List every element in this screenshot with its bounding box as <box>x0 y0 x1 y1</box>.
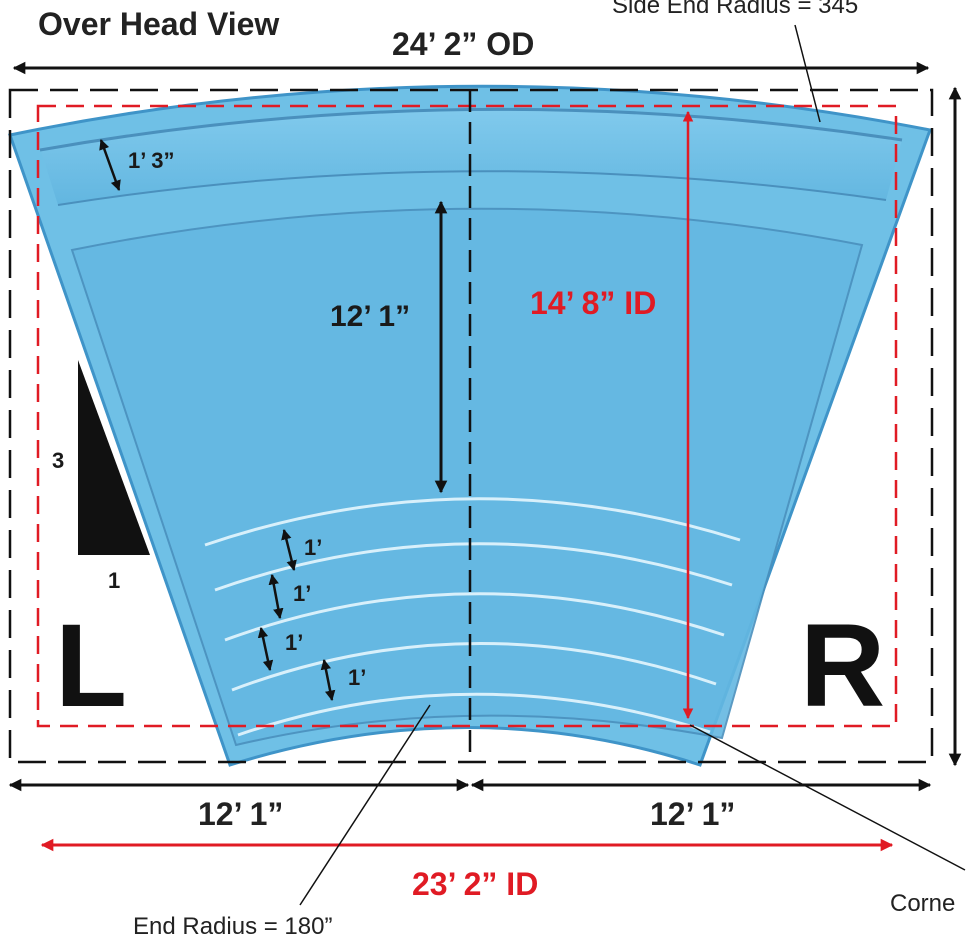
step-label-1: 1’ <box>304 535 323 560</box>
end-radius-label: End Radius = 180” <box>133 913 333 940</box>
corner-leader <box>689 724 966 871</box>
bench-width-label: 1’ 3” <box>128 148 175 173</box>
left-side-letter: L <box>55 600 128 732</box>
inner-dashed-box <box>36 104 898 728</box>
deep-section-edge <box>70 207 864 747</box>
inner-length-label: 14’ 8” ID <box>530 285 657 321</box>
step-label-2: 1’ <box>293 581 312 606</box>
bench-arrow <box>99 139 121 191</box>
step-label-3: 1’ <box>285 630 304 655</box>
slope-run-label: 1 <box>108 568 121 593</box>
deep-section-label: 12’ 1” <box>330 300 411 333</box>
side-radius-leader <box>794 24 821 123</box>
left-half-label: 12’ 1” <box>198 796 284 832</box>
inner-width-label: 23’ 2” ID <box>412 866 539 902</box>
diagram-title: Over Head View <box>38 6 280 42</box>
step-label-4: 1’ <box>348 665 367 690</box>
step-arrow-1 <box>281 528 297 572</box>
step-arrow-3 <box>257 626 274 672</box>
step-3 <box>224 592 725 642</box>
step-1 <box>204 497 741 547</box>
step-arrow-4 <box>320 658 336 702</box>
step-arrow-2 <box>268 573 284 620</box>
corner-label: Corne <box>890 890 956 917</box>
shallow-end <box>237 692 711 737</box>
side-end-radius-label: Side End Radius = 345 <box>612 0 859 19</box>
step-4 <box>231 641 717 692</box>
outer-width-label: 24’ 2” OD <box>392 26 535 62</box>
right-side-letter: R <box>800 600 886 732</box>
end-radius-leader <box>299 704 431 906</box>
right-half-label: 12’ 1” <box>650 796 736 832</box>
slope-rise-label: 3 <box>52 448 65 473</box>
slope-triangle <box>78 360 150 555</box>
